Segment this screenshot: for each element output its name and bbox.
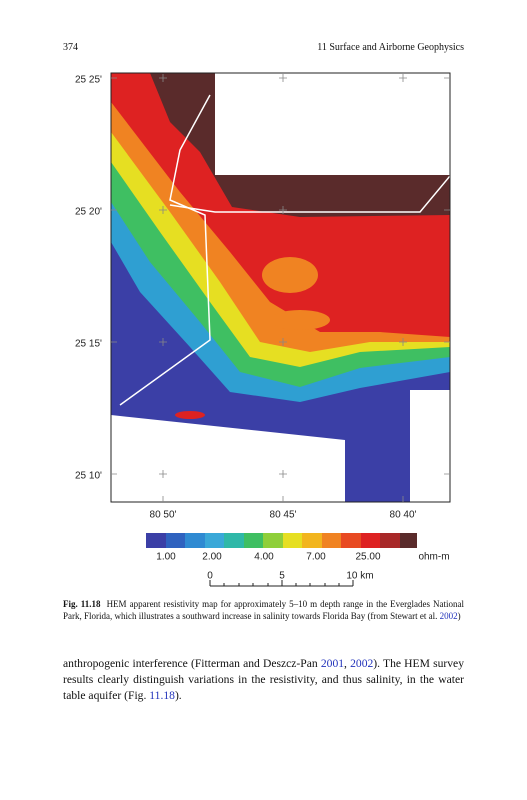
colorbar (146, 533, 417, 548)
lon-label: 80 40' (390, 510, 417, 521)
figure-caption: Fig. 11.18 HEM apparent resistivity map … (63, 599, 464, 622)
body-text: anthropogenic interference (Fitterman an… (63, 657, 321, 670)
caption-label: Fig. 11.18 (63, 599, 101, 609)
scale-bar (209, 580, 354, 587)
scale-label: 5 (279, 571, 285, 582)
grid-crosses (111, 74, 450, 502)
lat-label: 25 10' (75, 471, 102, 482)
lon-label: 80 50' (150, 510, 177, 521)
colorbar-label: 4.00 (254, 552, 274, 563)
body-paragraph: anthropogenic interference (Fitterman an… (63, 656, 464, 704)
lat-label: 25 15' (75, 339, 102, 350)
colorbar-label: 25.00 (355, 552, 380, 563)
citation[interactable]: 2001 (320, 657, 345, 670)
caption-text: HEM apparent resistivity map for approxi… (63, 599, 464, 621)
page-number: 374 (63, 42, 78, 53)
citation[interactable]: 2002 (350, 657, 374, 670)
caption-citation[interactable]: 2002 (439, 610, 458, 621)
colorbar-label: 2.00 (202, 552, 222, 563)
colorbar-label: 1.00 (156, 552, 176, 563)
scale-label: 0 (207, 571, 213, 582)
caption-text: ) (457, 610, 461, 621)
lon-label: 80 45' (270, 510, 297, 521)
lat-label: 25 20' (75, 207, 102, 218)
resistivity-map (111, 73, 450, 502)
colorbar-label: 7.00 (306, 552, 326, 563)
colorbar-unit: ohm-m (418, 552, 449, 563)
scale-label: 10 km (346, 571, 373, 582)
map-frame (110, 72, 451, 503)
body-text: ). (174, 689, 182, 702)
figure-ref[interactable]: 11.18 (149, 689, 175, 702)
running-title: 11 Surface and Airborne Geophysics (317, 42, 464, 53)
body-text: ). The HEM survey results clearly distin… (63, 657, 464, 702)
lat-label: 25 25' (75, 75, 102, 86)
body-text: , (344, 657, 351, 670)
